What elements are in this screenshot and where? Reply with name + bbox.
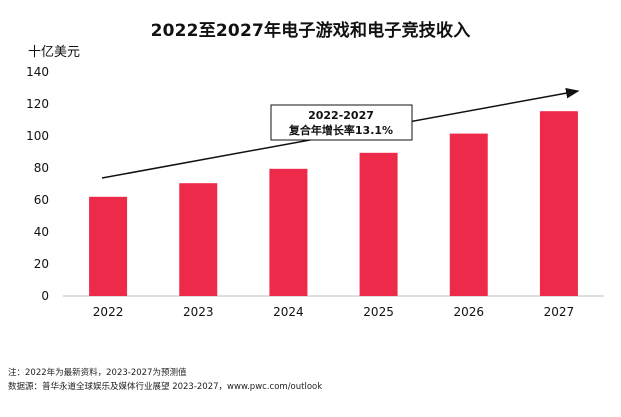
bar-2022 [89,196,128,296]
footer-source: 数据源：普华永道全球娱乐及媒体行业展望 2023-2027，www.pwc.co… [8,382,323,392]
cagr-annotation-rate: 复合年增长率13.1% [288,123,393,137]
y-tick-label: 20 [34,257,49,271]
chart-title: 2022至2027年电子游戏和电子竞技收入 [150,21,471,41]
cagr-annotation: 2022-2027 复合年增长率13.1% [270,104,413,141]
x-tick-label: 2027 [544,305,575,319]
y-tick-label: 140 [26,65,49,79]
x-axis-labels: 2022 2023 2024 2025 2026 2027 [93,305,574,319]
x-tick-label: 2025 [363,305,394,319]
footer-notes: 注：2022年为最新资料，2023-2027为预测值 数据源：普华永道全球娱乐及… [8,366,322,394]
cagr-annotation-box [270,104,413,141]
y-tick-label: 0 [41,289,49,303]
bar-2023 [179,183,218,296]
y-tick-label: 120 [26,97,49,111]
x-tick-label: 2026 [453,305,484,319]
y-tick-label: 40 [34,225,49,239]
bar-2024 [269,168,308,296]
y-tick-label: 100 [26,129,49,143]
bars-group [89,111,578,296]
bar-2026 [449,133,488,296]
footer-note: 注：2022年为最新资料，2023-2027为预测值 [8,368,187,378]
x-tick-label: 2023 [183,305,214,319]
y-axis-ticks: 0 20 40 60 80 100 120 140 [26,65,49,303]
cagr-annotation-period: 2022-2027 [308,109,374,122]
y-tick-label: 80 [34,161,49,175]
bar-2025 [359,152,398,296]
x-tick-label: 2024 [273,305,304,319]
bar-2027 [539,111,578,296]
x-tick-label: 2022 [93,305,124,319]
y-tick-label: 60 [34,193,49,207]
y-axis-unit-label: 十亿美元 [28,45,81,60]
